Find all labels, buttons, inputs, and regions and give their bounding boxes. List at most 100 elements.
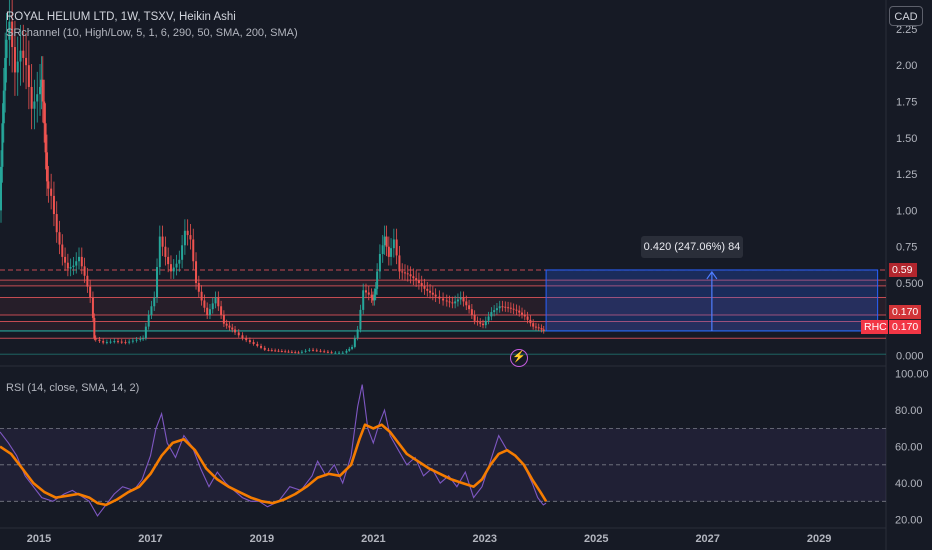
candle-body — [353, 338, 356, 347]
candle-body — [234, 329, 237, 333]
candle-body — [338, 352, 341, 354]
candle-body — [334, 352, 337, 354]
candle-body — [197, 283, 200, 292]
candle-body — [294, 352, 297, 354]
candle-body — [124, 342, 127, 344]
candle-body — [135, 339, 138, 341]
axes: 2.25 2.00 1.75 1.50 1.25 1.00 0.75 0.500 0.000 20… — [27, 24, 929, 545]
candle-body — [248, 340, 251, 343]
candle-body — [373, 294, 376, 301]
candle-body — [498, 306, 501, 309]
candle-body — [445, 300, 448, 302]
time-tick-label: 2017 — [138, 533, 162, 545]
candle-body — [64, 256, 67, 263]
candle-body — [378, 253, 381, 272]
candle-body — [13, 47, 16, 73]
candle-body — [214, 297, 217, 304]
candle-body — [412, 276, 415, 279]
candle-body — [4, 57, 7, 91]
candle-body — [256, 344, 259, 346]
candle-body — [312, 349, 315, 351]
candle-body — [287, 351, 290, 353]
candle-body — [493, 310, 496, 313]
candle-body — [36, 94, 39, 102]
candle-body — [89, 286, 92, 298]
candle-body — [356, 329, 359, 339]
candle-body — [451, 302, 454, 304]
candle-body — [395, 239, 398, 256]
candle-body — [72, 265, 75, 268]
candle-body — [11, 21, 14, 48]
candle-body — [326, 351, 329, 353]
candle-body — [383, 236, 386, 246]
candle-body — [274, 350, 277, 352]
candle-body — [438, 296, 441, 299]
candle-body — [470, 309, 473, 315]
rsi-sma-line — [0, 423, 548, 507]
symbol-tag-value: 0.170 — [889, 320, 921, 334]
candle-body — [109, 341, 112, 343]
currency-button[interactable]: CAD — [889, 6, 923, 26]
candle-body — [50, 188, 53, 196]
candle-body — [102, 341, 105, 343]
candle-body — [225, 323, 228, 326]
candle-body — [277, 350, 280, 352]
candle-body — [504, 306, 507, 308]
candle-body — [495, 308, 498, 311]
candle-body — [192, 239, 195, 262]
candle-body — [0, 166, 2, 211]
candle-body — [529, 319, 532, 324]
candle-body — [526, 316, 529, 320]
candle-body — [370, 294, 373, 298]
candle-body — [131, 340, 134, 342]
candle-body — [45, 152, 48, 182]
candle-body — [113, 341, 116, 343]
candle-body — [479, 322, 482, 324]
candle-body — [22, 50, 25, 58]
candle-body — [482, 323, 485, 326]
candle-body — [448, 301, 451, 303]
grid — [0, 0, 887, 550]
candle-body — [66, 262, 69, 269]
candle-body — [43, 101, 46, 124]
candle-body — [47, 181, 50, 189]
candle-body — [434, 294, 437, 297]
price-tick-label: 0.000 — [896, 351, 924, 363]
candle-body — [75, 261, 78, 266]
candle-body — [94, 338, 97, 340]
candle-body — [144, 326, 147, 339]
candle-body — [164, 246, 167, 257]
candle-body — [1, 123, 4, 167]
candle-body — [367, 292, 370, 295]
candle-body — [150, 306, 153, 315]
rsi-tick-label: 100.00 — [895, 369, 929, 381]
candle-body — [263, 347, 266, 350]
candle-body — [217, 297, 220, 307]
candle-body — [540, 328, 543, 330]
lightning-alert-icon[interactable]: ⚡ — [510, 349, 528, 367]
candle-body — [512, 308, 515, 310]
candle-body — [93, 317, 96, 339]
candle-body — [83, 266, 86, 276]
candle-body — [220, 306, 223, 315]
candle-body — [518, 310, 521, 313]
candle-body — [359, 309, 362, 330]
candle-body — [297, 352, 300, 354]
indicator-legend: SRchannel (10, High/Low, 5, 1, 6, 290, 5… — [6, 27, 298, 39]
rsi-tick-label: 40.00 — [895, 478, 923, 490]
candle-body — [341, 352, 344, 354]
candle-body — [387, 246, 390, 257]
time-tick-label: 2023 — [473, 533, 497, 545]
candle-body — [542, 329, 545, 331]
candle-body — [376, 271, 379, 289]
candle-body — [501, 306, 504, 308]
candle-body — [490, 312, 493, 317]
candle-body — [431, 292, 434, 295]
candle-body — [8, 21, 11, 40]
candle-body — [398, 255, 401, 272]
rsi-tick-label: 60.00 — [895, 442, 923, 454]
candle-body — [161, 236, 164, 247]
sr-zone-band — [0, 280, 886, 286]
candle-body — [58, 232, 61, 245]
